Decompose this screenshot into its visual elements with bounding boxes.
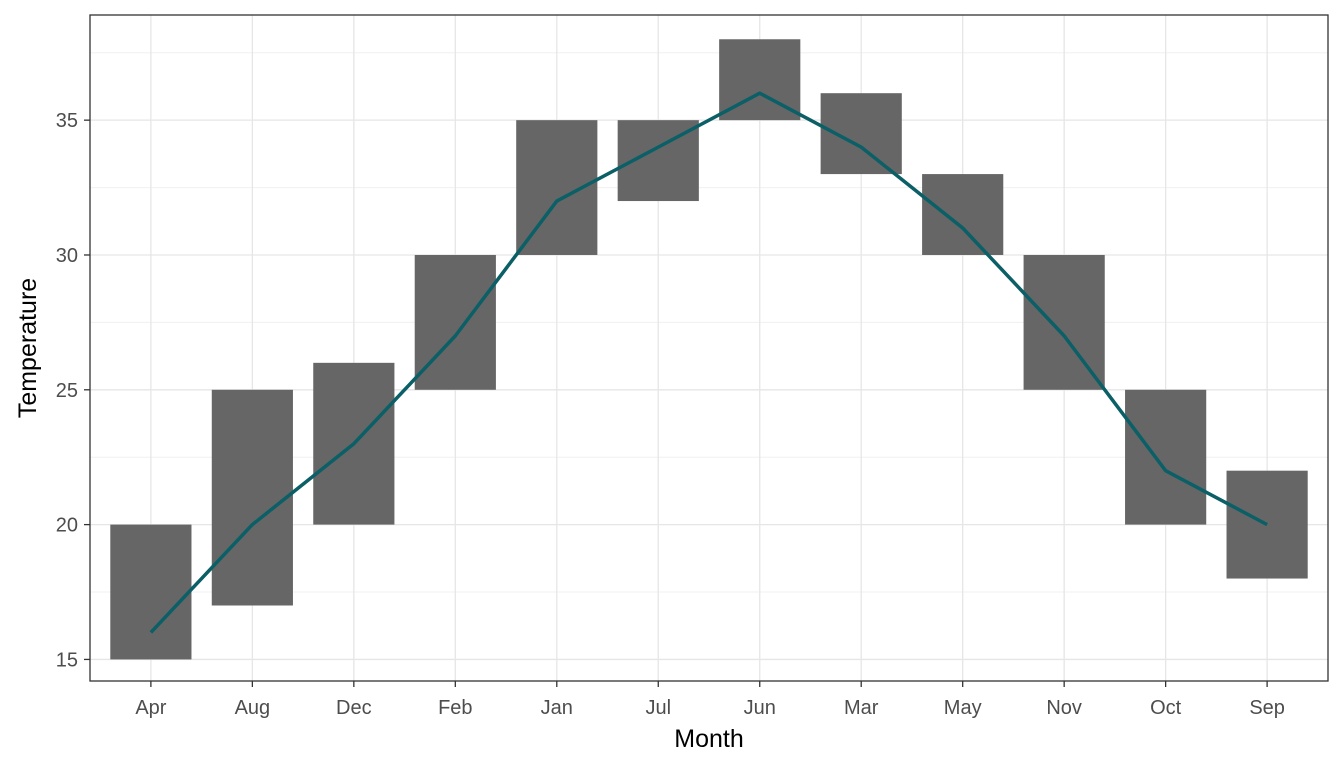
x-tick-label: Feb — [438, 697, 472, 719]
x-tick-label: Jul — [645, 697, 671, 719]
y-axis-ticks: 15 20 25 30 35 — [56, 110, 90, 671]
x-tick-label: Jan — [541, 697, 573, 719]
range-bar — [922, 174, 1004, 255]
y-tick-label: 15 — [56, 649, 78, 671]
x-tick-label: May — [944, 697, 982, 719]
y-tick-label: 35 — [56, 110, 78, 132]
range-bar — [211, 389, 293, 606]
range-bar — [110, 524, 192, 660]
panel-background — [90, 15, 1328, 681]
minor-gridlines — [90, 52, 1328, 593]
y-tick-label: 30 — [56, 245, 78, 267]
range-bar — [1226, 470, 1308, 579]
x-tick-label: Apr — [135, 697, 166, 719]
range-bar — [1023, 254, 1105, 390]
x-tick-label: Dec — [336, 697, 372, 719]
x-tick-label: Mar — [844, 697, 879, 719]
y-tick-label: 20 — [56, 515, 78, 537]
x-tick-label: Nov — [1046, 697, 1082, 719]
x-axis-ticks: Apr Aug Dec Feb Jan Jul Jun Mar May Nov Oct Sep — [135, 681, 1285, 719]
x-tick-label: Jun — [744, 697, 776, 719]
range-bar — [414, 254, 496, 390]
temperature-line — [149, 91, 1268, 634]
panel-border — [89, 14, 1329, 682]
x-tick-label: Oct — [1150, 697, 1182, 719]
range-bars — [110, 39, 1308, 660]
x-tick-label: Sep — [1249, 697, 1285, 719]
range-bar — [1125, 389, 1207, 525]
y-tick-label: 25 — [56, 380, 78, 402]
y-axis-title: Temperature — [14, 278, 42, 418]
x-tick-label: Aug — [235, 697, 271, 719]
x-axis-title: Month — [674, 725, 743, 753]
